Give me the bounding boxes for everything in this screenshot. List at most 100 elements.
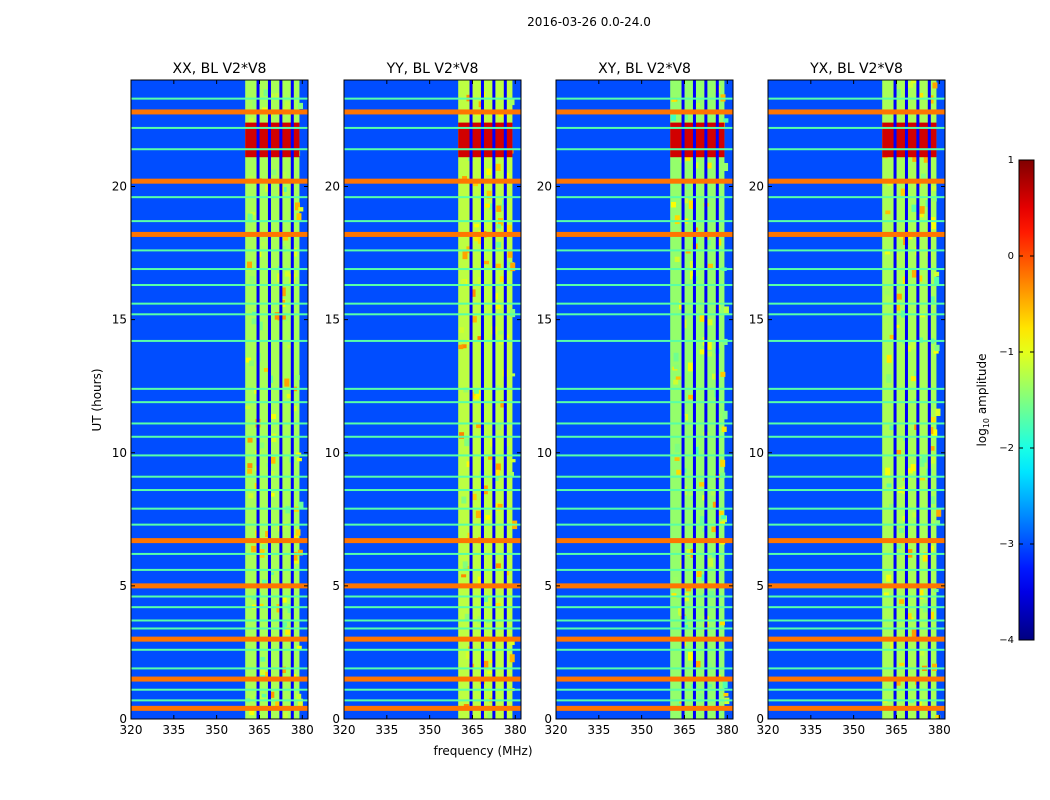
flagged-row-weak: [556, 220, 733, 223]
band-speckle: [884, 250, 890, 255]
band-speckle: [286, 393, 292, 399]
band-speckle: [695, 102, 701, 108]
heatmap-area: [768, 80, 945, 719]
band-speckle: [296, 457, 302, 462]
band-speckle: [464, 438, 470, 447]
x-tick-label: 320: [333, 723, 356, 737]
flagged-row-strong: [556, 583, 733, 589]
x-tick-label: 320: [757, 723, 780, 737]
band-speckle: [932, 429, 938, 438]
band-speckle: [894, 304, 900, 311]
colorbar-tick-label: 0: [1008, 251, 1014, 262]
flagged-row-weak: [768, 268, 945, 271]
band-speckle: [247, 463, 253, 469]
flagged-row-weak: [344, 595, 521, 598]
band-speckle: [476, 493, 482, 502]
flagged-row-strong: [131, 109, 308, 115]
band-speckle: [499, 276, 505, 283]
band-speckle: [923, 156, 929, 163]
flagged-row-weak: [768, 196, 945, 199]
band-speckle: [495, 263, 501, 269]
band-speckle: [706, 341, 712, 350]
band-speckle: [292, 700, 298, 709]
band-speckle: [701, 574, 707, 581]
band-speckle: [929, 496, 935, 504]
band-speckle: [270, 456, 276, 464]
band-speckle: [506, 224, 512, 233]
band-speckle: [269, 470, 275, 479]
band-speckle: [281, 171, 287, 180]
band-speckle: [485, 203, 491, 208]
flagged-row-weak: [131, 568, 308, 571]
axes-frame: [130, 79, 309, 720]
flagged-row-weak: [131, 667, 308, 670]
band-speckle: [899, 662, 905, 666]
flagged-row-weak: [344, 313, 521, 316]
band-speckle: [465, 651, 471, 659]
panel-2: YY, BL V2*V8 320 335 350 365 380 0 5 10 15 20: [325, 61, 527, 737]
band-speckle: [679, 301, 685, 310]
band-speckle: [720, 459, 726, 467]
band-speckle: [509, 654, 515, 663]
band-speckle: [686, 549, 692, 556]
bright-band: [458, 80, 513, 719]
flagged-row-strong: [344, 538, 521, 544]
band-speckle: [462, 251, 468, 260]
flagged-row-strong: [131, 178, 308, 184]
y-tick-label: 10: [749, 446, 764, 460]
band-speckle: [932, 82, 938, 89]
band-speckle: [688, 200, 694, 209]
band-speckle: [497, 596, 503, 606]
band-speckle: [707, 684, 713, 688]
flagged-row-weak: [344, 126, 521, 129]
flagged-row-weak: [344, 284, 521, 287]
flagged-row-weak: [344, 435, 521, 438]
flagged-row-weak: [768, 507, 945, 510]
band-speckle: [292, 269, 298, 278]
band-speckle: [284, 378, 290, 387]
band-speckle: [471, 316, 477, 323]
flagged-row-weak: [556, 97, 733, 100]
axes-frame: [767, 79, 946, 720]
y-tick-label: 0: [332, 712, 340, 726]
band-speckle: [271, 169, 277, 176]
y-tick-label: 0: [544, 712, 552, 726]
band-speckle: [493, 158, 499, 164]
band-speckle: [687, 362, 693, 372]
band-speckle: [298, 207, 304, 212]
channel-gap: [256, 80, 260, 719]
band-speckle: [917, 275, 923, 282]
band-speckle: [281, 187, 287, 192]
band-speckle: [486, 168, 492, 176]
flagged-row-weak: [556, 627, 733, 630]
band-speckle: [458, 327, 464, 333]
flagged-row-weak: [131, 302, 308, 305]
flagged-row-weak: [556, 454, 733, 457]
colorbar: 1 0 −1 −2 −3 −4 log10 amplitude: [975, 155, 1035, 646]
band-speckle: [929, 296, 935, 303]
band-speckle: [720, 371, 726, 377]
band-speckle: [284, 652, 290, 658]
flagged-row-weak: [768, 220, 945, 223]
flagged-row-weak: [768, 454, 945, 457]
channel-gap: [492, 80, 496, 719]
band-speckle: [930, 220, 936, 230]
band-speckle: [275, 700, 281, 710]
band-speckle: [673, 364, 679, 370]
band-speckle: [883, 323, 889, 330]
band-speckle: [474, 223, 480, 228]
flagged-row-weak: [344, 606, 521, 609]
band-speckle: [459, 432, 465, 439]
x-axis-label: frequency (MHz): [433, 744, 532, 758]
band-speckle: [477, 576, 483, 584]
band-speckle: [699, 482, 705, 487]
band-speckle: [935, 408, 941, 417]
band-speckle: [936, 508, 942, 517]
band-speckle: [906, 345, 912, 352]
flagged-row-weak: [556, 249, 733, 252]
band-speckle: [463, 387, 469, 393]
flagged-row-weak: [344, 552, 521, 555]
flagged-row-weak: [768, 401, 945, 404]
band-speckle: [709, 590, 715, 598]
